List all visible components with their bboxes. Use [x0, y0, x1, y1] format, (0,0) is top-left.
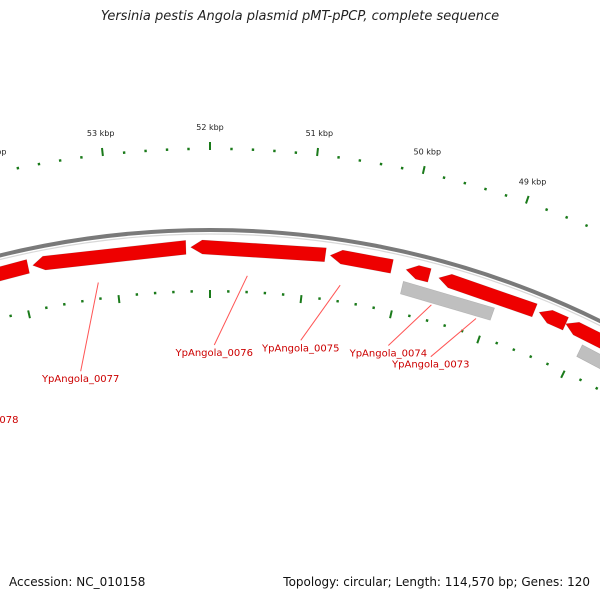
kbp-tick-label: 52 kbp: [196, 123, 224, 132]
inner-major-tick: [27, 310, 31, 319]
gene-label-connectors: [80, 275, 477, 372]
inner-minor-tick: [578, 378, 583, 382]
gene-feature: [405, 265, 432, 283]
gene-label-connector: [80, 282, 99, 372]
gene-label-connector: [387, 304, 432, 346]
gene-feature: [190, 239, 327, 263]
major-tick: [421, 165, 426, 175]
accession-text: Accession: NC_010158: [9, 575, 146, 589]
gene-label: YpAngola_0076: [175, 348, 253, 359]
gene-label: YpAngola_0073: [391, 360, 469, 371]
backbone-ring: [0, 227, 600, 327]
minor-tick: [483, 187, 488, 191]
gene-label: YpAngola_0077: [41, 374, 119, 385]
inner-major-tick: [117, 295, 121, 304]
gene-label: YpAngola_0078: [0, 415, 18, 426]
minor-tick: [504, 193, 508, 198]
backbone-inner-line: [0, 233, 600, 327]
inner-major-tick: [389, 310, 393, 319]
gene-feature: [400, 280, 495, 321]
major-tick: [525, 195, 530, 204]
gene-label-connector: [300, 284, 341, 341]
gene-label-connector: [430, 318, 477, 358]
inner-minor-tick: [495, 341, 499, 345]
inner-major-tick: [299, 295, 303, 304]
inner-tick-ring: [9, 289, 599, 390]
inner-minor-tick: [512, 348, 516, 352]
gene-feature: [0, 259, 30, 282]
gene-feature: [576, 344, 600, 370]
major-tick: [101, 147, 104, 157]
map-title: Yersinia pestis Angola plasmid pMT-pPCP,…: [100, 9, 500, 24]
gene-feature: [329, 249, 394, 274]
gene-feature: [438, 273, 538, 318]
backbone-outer-line: [0, 227, 600, 324]
minor-tick: [545, 208, 549, 212]
inner-minor-tick: [529, 355, 533, 359]
gene-label: YpAngola_0074: [349, 349, 427, 360]
kbp-tick-label: 51 kbp: [306, 129, 334, 138]
inner-minor-tick: [425, 319, 429, 323]
minor-tick: [463, 181, 467, 185]
gene-label-connector: [213, 275, 248, 346]
topology-summary: Topology: circular; Length: 114,570 bp; …: [283, 575, 590, 589]
kbp-tick-label: 53 kbp: [87, 129, 115, 138]
inner-minor-tick: [595, 386, 599, 390]
minor-tick: [584, 223, 589, 228]
kbp-tick-label: 54 kbp: [0, 147, 6, 156]
minor-tick: [565, 215, 569, 219]
inner-major-tick: [476, 335, 481, 344]
kbp-tick-label: 49 kbp: [519, 178, 547, 187]
inner-minor-tick: [443, 324, 447, 328]
gene-label: YpAngola_0075: [261, 343, 339, 354]
kbp-tick-label: 50 kbp: [414, 147, 442, 156]
gene-feature: [538, 309, 569, 331]
gene-track: [0, 239, 600, 370]
inner-minor-tick: [9, 314, 13, 318]
gene-feature: [565, 321, 600, 349]
minor-tick: [442, 176, 446, 180]
gene-feature: [32, 240, 187, 271]
inner-major-tick: [560, 370, 566, 379]
major-tick: [316, 147, 319, 157]
inner-minor-tick: [407, 314, 411, 318]
inner-minor-tick: [545, 362, 550, 366]
